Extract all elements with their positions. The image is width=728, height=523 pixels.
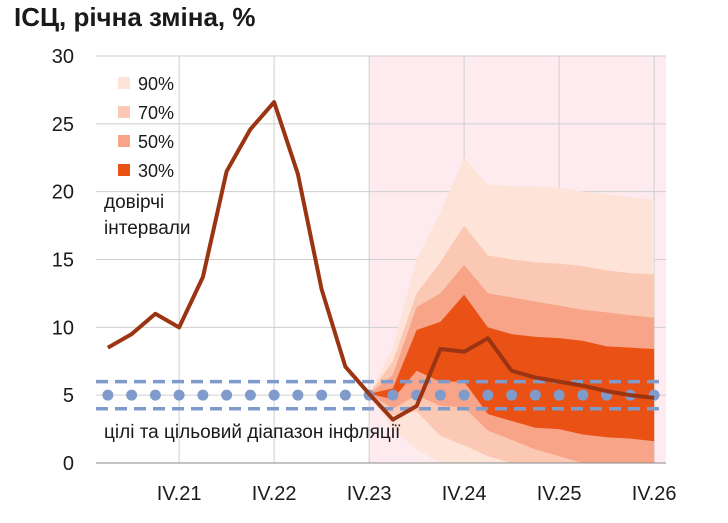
target-point <box>102 389 114 401</box>
legend-swatch <box>118 135 130 147</box>
target-point <box>506 389 518 401</box>
legend-label: 90% <box>138 74 174 94</box>
x-tick-label: IV.26 <box>632 483 677 505</box>
y-tick-label: 20 <box>52 182 74 204</box>
target-point <box>292 389 304 401</box>
x-axis-ticks: IV.21 IV.22 IV.23 IV.24 IV.25 IV.26 <box>157 483 677 505</box>
target-point <box>173 389 185 401</box>
legend-label: 70% <box>138 103 174 123</box>
legend-swatch <box>118 77 130 89</box>
legend-caption: інтервали <box>104 218 190 239</box>
target-point <box>458 389 470 401</box>
target-point <box>316 389 328 401</box>
x-tick-label: IV.21 <box>157 483 202 505</box>
target-point <box>339 389 351 401</box>
y-tick-label: 30 <box>52 46 74 68</box>
target-annotation: цілі та цільовий діапазон інфляції <box>104 422 401 443</box>
legend-label: 50% <box>138 132 174 152</box>
legend-caption: довірчі <box>104 192 164 213</box>
y-tick-label: 5 <box>63 385 74 407</box>
target-point <box>268 389 280 401</box>
target-point <box>149 389 161 401</box>
y-tick-label: 25 <box>52 114 74 136</box>
y-axis-ticks: 0 5 10 15 20 25 30 <box>52 46 74 475</box>
target-point <box>577 389 589 401</box>
x-tick-label: IV.23 <box>347 483 392 505</box>
target-point <box>434 389 446 401</box>
y-tick-label: 15 <box>52 250 74 272</box>
target-point <box>387 389 399 401</box>
target-point <box>553 389 565 401</box>
legend-swatch <box>118 106 130 118</box>
target-point <box>482 389 494 401</box>
chart-title: ІСЦ, річна зміна, % <box>14 2 256 32</box>
cpi-line-layer <box>106 100 655 422</box>
legend: 90% 70% 50% 30% довірчі інтервали <box>104 74 190 239</box>
target-point <box>244 389 256 401</box>
target-point <box>126 389 138 401</box>
cpi-line <box>106 100 655 422</box>
x-tick-label: IV.22 <box>252 483 297 505</box>
y-tick-label: 10 <box>52 317 74 339</box>
y-tick-label: 0 <box>63 453 74 475</box>
target-point <box>221 389 233 401</box>
target-point <box>529 389 541 401</box>
x-tick-label: IV.24 <box>442 483 487 505</box>
legend-swatch <box>118 164 130 176</box>
x-tick-label: IV.25 <box>537 483 582 505</box>
legend-label: 30% <box>138 161 174 181</box>
target-point <box>197 389 209 401</box>
